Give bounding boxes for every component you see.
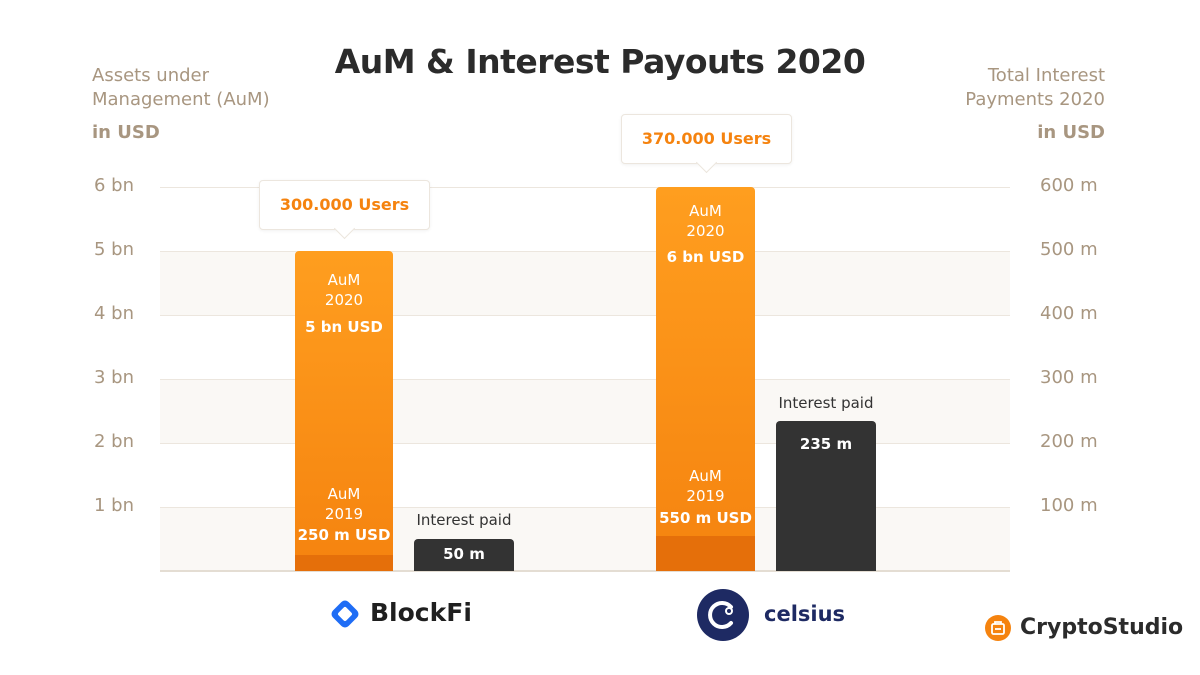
left-tick-label: 1 bn <box>93 495 134 516</box>
cryptostudio-logo-icon <box>984 614 1012 642</box>
right-axis-caption-line2: Payments 2020 <box>965 89 1105 110</box>
left-tick-label: 6 bn <box>93 175 134 196</box>
bar-blockfi-aum-2019 <box>295 555 393 571</box>
celsius-interest-caption: Interest paid <box>778 394 874 412</box>
bar-celsius-interest <box>776 421 876 571</box>
celsius-logo-icon <box>696 588 750 642</box>
right-tick-label: 600 m <box>1040 175 1098 196</box>
gridline <box>160 187 1010 188</box>
blockfi-aum2020-line2: 2020 <box>324 291 364 309</box>
blockfi-brand-name: BlockFi <box>370 598 472 627</box>
right-axis-unit: in USD <box>1037 122 1105 143</box>
right-axis-caption-line1: Total Interest <box>987 65 1105 86</box>
blockfi-aum2019-line2: 2019 <box>324 505 364 523</box>
left-tick-label: 2 bn <box>93 431 134 452</box>
bar-celsius-aum-2020 <box>656 187 755 571</box>
blockfi-interest-value: 50 m <box>443 545 485 563</box>
blockfi-interest-caption: Interest paid <box>416 511 512 529</box>
gridline <box>160 507 1010 508</box>
right-axis-caption: Total Interest Payments 2020 <box>900 64 1105 112</box>
bar-blockfi-interest <box>414 539 514 571</box>
right-tick-label: 200 m <box>1040 431 1098 452</box>
blockfi-logo-icon <box>328 597 362 631</box>
right-tick-label: 500 m <box>1040 239 1098 260</box>
blockfi-aum2019-label: AuM 2019 <box>295 484 393 524</box>
blockfi-aum2019-line1: AuM <box>327 485 361 503</box>
celsius-interest-value: 235 m <box>799 435 853 453</box>
celsius-brand-name: celsius <box>764 602 846 626</box>
left-tick-label: 4 bn <box>93 303 134 324</box>
right-tick-label: 300 m <box>1040 367 1098 388</box>
left-tick-label: 5 bn <box>93 239 134 260</box>
celsius-aum2019-label: AuM 2019 <box>656 466 755 506</box>
x-axis-baseline <box>160 570 1010 572</box>
left-axis-caption-line1: Assets under <box>92 65 210 86</box>
bar-blockfi-aum-2020 <box>295 251 393 571</box>
chart-title: AuM & Interest Payouts 2020 <box>334 42 866 81</box>
celsius-aum2019-value: 550 m USD <box>659 509 752 527</box>
left-axis-caption-line2: Management (AuM) <box>92 89 270 110</box>
celsius-aum2019-line2: 2019 <box>686 487 725 505</box>
gridline <box>160 443 1010 444</box>
bar-celsius-aum-2019 <box>656 536 755 571</box>
blockfi-aum2020-label: AuM 2020 <box>295 270 393 310</box>
left-axis-caption: Assets under Management (AuM) <box>92 64 270 112</box>
right-tick-label: 100 m <box>1040 495 1098 516</box>
celsius-aum2020-line1: AuM <box>689 202 722 220</box>
grid-band <box>160 251 1010 315</box>
gridline <box>160 379 1010 380</box>
blockfi-aum2019-value: 250 m USD <box>297 526 391 544</box>
blockfi-users-text: 300.000 Users <box>279 195 410 214</box>
celsius-aum2020-line2: 2020 <box>686 222 725 240</box>
blockfi-aum2020-value: 5 bn USD <box>305 318 383 336</box>
gridline <box>160 251 1010 252</box>
left-tick-label: 3 bn <box>93 367 134 388</box>
celsius-aum2020-label: AuM 2020 <box>656 201 755 241</box>
right-tick-label: 400 m <box>1040 303 1098 324</box>
celsius-aum2020-value: 6 bn USD <box>666 248 745 266</box>
celsius-users-text: 370.000 Users <box>641 129 772 148</box>
left-axis-unit: in USD <box>92 122 160 143</box>
blockfi-aum2020-line1: AuM <box>327 271 361 289</box>
celsius-aum2019-line1: AuM <box>689 467 722 485</box>
gridline <box>160 315 1010 316</box>
cryptostudio-brand-name: CryptoStudio <box>1020 615 1184 640</box>
